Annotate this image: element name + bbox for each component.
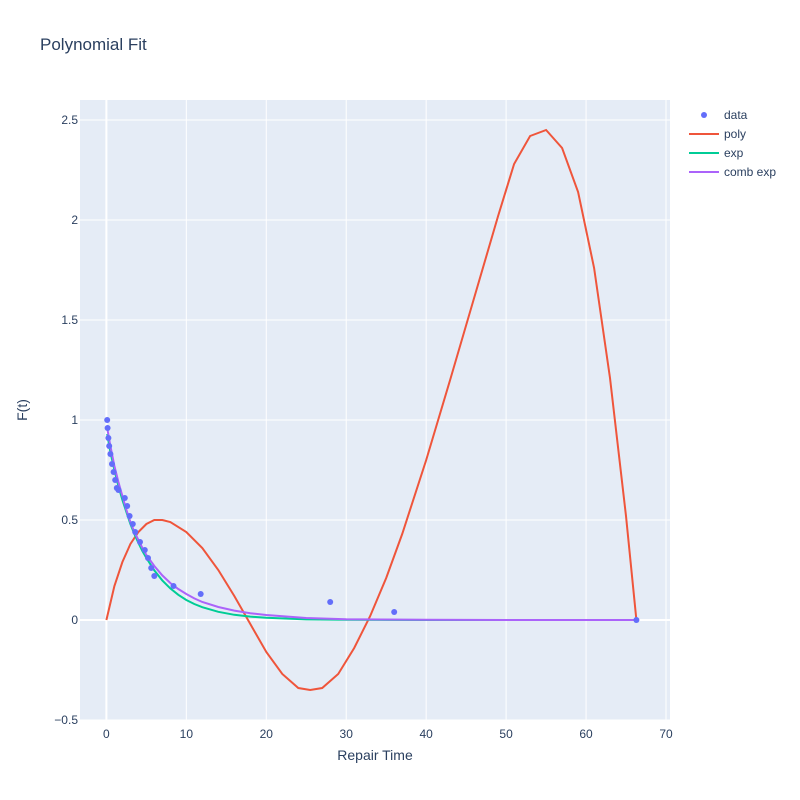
data-point[interactable] (145, 555, 151, 561)
x-tick-label: 30 (340, 727, 354, 741)
legend-marker (701, 112, 707, 118)
x-tick-label: 20 (260, 727, 274, 741)
data-point[interactable] (121, 495, 128, 501)
data-point[interactable] (115, 487, 122, 493)
plot-area[interactable] (80, 100, 670, 720)
legend-item-data[interactable]: data (701, 108, 748, 122)
y-tick-label: −0.5 (54, 713, 78, 727)
traces (104, 128, 640, 692)
data-point[interactable] (106, 443, 113, 449)
data-point[interactable] (109, 461, 115, 467)
x-tick-label: 10 (180, 727, 194, 741)
y-tick-label: 1 (71, 413, 78, 427)
legend-item-comb-exp[interactable]: comb exp (689, 165, 776, 179)
chart-title: Polynomial Fit (40, 35, 147, 54)
y-tick-label: 1.5 (61, 313, 78, 327)
series-line-poly[interactable] (105, 128, 638, 692)
y-tick-label: 0.5 (61, 513, 78, 527)
y-tick-label: 2.5 (61, 113, 78, 127)
y-tick-label: 2 (71, 213, 78, 227)
data-point[interactable] (391, 609, 398, 615)
legend-item-poly[interactable]: poly (689, 127, 746, 141)
data-point[interactable] (124, 503, 131, 509)
legend-item-exp[interactable]: exp (689, 146, 744, 160)
legend-label: data (724, 108, 748, 122)
x-tick-label: 70 (659, 727, 673, 741)
legend-label: comb exp (724, 165, 776, 179)
tick-labels: 0 10 20 30 40 50 60 70 −0.5 0 0.5 1 1.5 2 2.5 (54, 113, 673, 741)
data-point[interactable] (129, 521, 136, 527)
x-axis-label: Repair Time (337, 747, 413, 763)
data-point[interactable] (112, 477, 119, 483)
data-point[interactable] (141, 547, 148, 553)
legend[interactable]: data poly exp comb exp (689, 108, 776, 179)
legend-label: poly (724, 127, 746, 141)
y-axis-label: F(t) (14, 399, 30, 421)
y-tick-label: 0 (71, 613, 78, 627)
x-tick-label: 40 (419, 727, 433, 741)
data-point[interactable] (170, 583, 177, 589)
legend-label: exp (724, 146, 744, 160)
data-point[interactable] (151, 573, 158, 579)
data-point[interactable] (107, 451, 114, 457)
data-point[interactable] (148, 565, 155, 571)
data-point[interactable] (126, 513, 133, 519)
data-point[interactable] (327, 599, 334, 605)
x-tick-label: 0 (103, 727, 110, 741)
data-point[interactable] (197, 591, 204, 597)
x-tick-label: 50 (499, 727, 513, 741)
x-tick-label: 60 (579, 727, 593, 741)
data-point[interactable] (105, 435, 112, 441)
data-point[interactable] (104, 425, 111, 431)
data-point[interactable] (633, 617, 640, 623)
data-point[interactable] (104, 417, 111, 423)
data-point[interactable] (137, 539, 143, 545)
data-point[interactable] (110, 469, 117, 475)
data-point[interactable] (132, 529, 139, 535)
